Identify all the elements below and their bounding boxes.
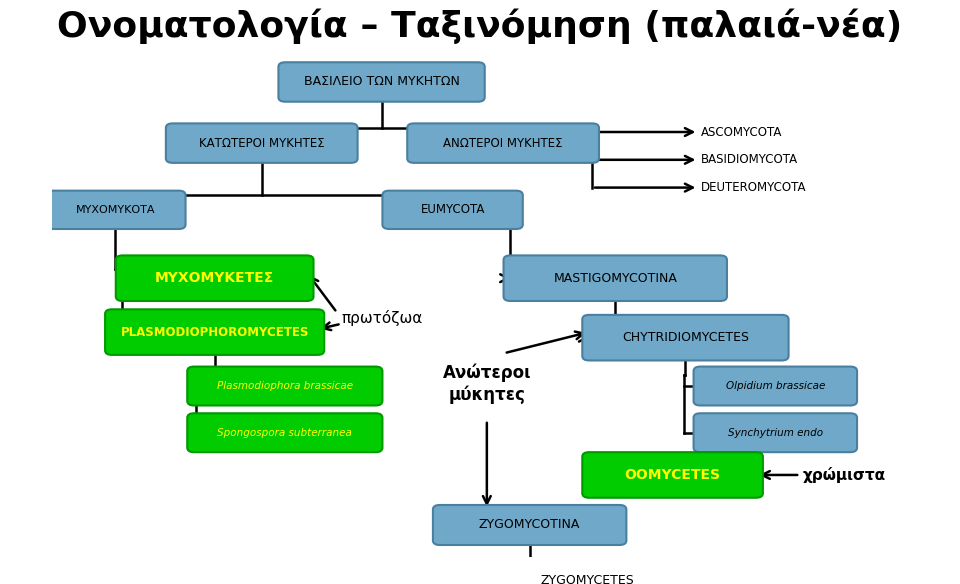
FancyBboxPatch shape	[583, 315, 788, 360]
FancyBboxPatch shape	[166, 123, 357, 163]
Text: Ονοματολογία – Ταξινόμηση (παλαιά-νέα): Ονοματολογία – Ταξινόμηση (παλαιά-νέα)	[58, 9, 902, 44]
FancyBboxPatch shape	[382, 190, 523, 229]
FancyBboxPatch shape	[278, 62, 485, 102]
Text: πρωτόζωα: πρωτόζωα	[342, 310, 422, 326]
Text: OOMYCETES: OOMYCETES	[625, 468, 721, 482]
FancyBboxPatch shape	[693, 367, 857, 405]
Text: DEUTEROMYCOTA: DEUTEROMYCOTA	[701, 181, 806, 194]
Text: ΚΑΤΩΤΕΡΟΙ ΜΥΚΗΤΕΣ: ΚΑΤΩΤΕΡΟΙ ΜΥΚΗΤΕΣ	[199, 137, 324, 150]
Text: ZYGOMYCETES: ZYGOMYCETES	[540, 574, 634, 584]
FancyBboxPatch shape	[45, 190, 185, 229]
Text: ΑΝΩΤΕΡΟΙ ΜΥΚΗΤΕΣ: ΑΝΩΤΕΡΟΙ ΜΥΚΗΤΕΣ	[444, 137, 563, 150]
FancyBboxPatch shape	[433, 505, 626, 545]
FancyBboxPatch shape	[187, 367, 382, 405]
Text: ASCOMYCOTA: ASCOMYCOTA	[701, 126, 782, 138]
Text: MASTIGOMYCOTINA: MASTIGOMYCOTINA	[553, 272, 677, 284]
FancyBboxPatch shape	[583, 452, 763, 498]
FancyBboxPatch shape	[116, 255, 314, 301]
Text: ΜΥΧΟΜΥΚΕΤΕΣ: ΜΥΧΟΜΥΚΕΤΕΣ	[155, 271, 275, 285]
Text: EUMYCOTA: EUMYCOTA	[420, 203, 485, 216]
Text: CHYTRIDIOMYCETES: CHYTRIDIOMYCETES	[622, 331, 749, 344]
Text: Synchytrium endo: Synchytrium endo	[728, 427, 823, 438]
FancyBboxPatch shape	[105, 310, 324, 355]
FancyBboxPatch shape	[504, 255, 727, 301]
FancyBboxPatch shape	[187, 413, 382, 452]
FancyBboxPatch shape	[693, 413, 857, 452]
FancyBboxPatch shape	[500, 561, 674, 584]
Text: ZYGOMYCOTINA: ZYGOMYCOTINA	[479, 519, 581, 531]
Text: ΒΑΣΙΛΕΙΟ ΤΩΝ ΜΥΚΗΤΩΝ: ΒΑΣΙΛΕΙΟ ΤΩΝ ΜΥΚΗΤΩΝ	[303, 75, 460, 89]
Text: Olpidium brassicae: Olpidium brassicae	[726, 381, 825, 391]
FancyBboxPatch shape	[407, 123, 599, 163]
Text: PLASMODIOPHOROMYCETES: PLASMODIOPHOROMYCETES	[120, 326, 309, 339]
Text: Spongospora subterranea: Spongospora subterranea	[217, 427, 352, 438]
Text: Plasmodiophora brassicae: Plasmodiophora brassicae	[217, 381, 353, 391]
Text: χρώμιστα: χρώμιστα	[803, 467, 886, 483]
Text: Ανώτεροι
μύκητες: Ανώτεροι μύκητες	[443, 364, 531, 404]
Text: ΜΥΧΟΜΥΚΟΤΑ: ΜΥΧΟΜΥΚΟΤΑ	[76, 205, 156, 215]
Text: BASIDIOMYCOTA: BASIDIOMYCOTA	[701, 154, 798, 166]
